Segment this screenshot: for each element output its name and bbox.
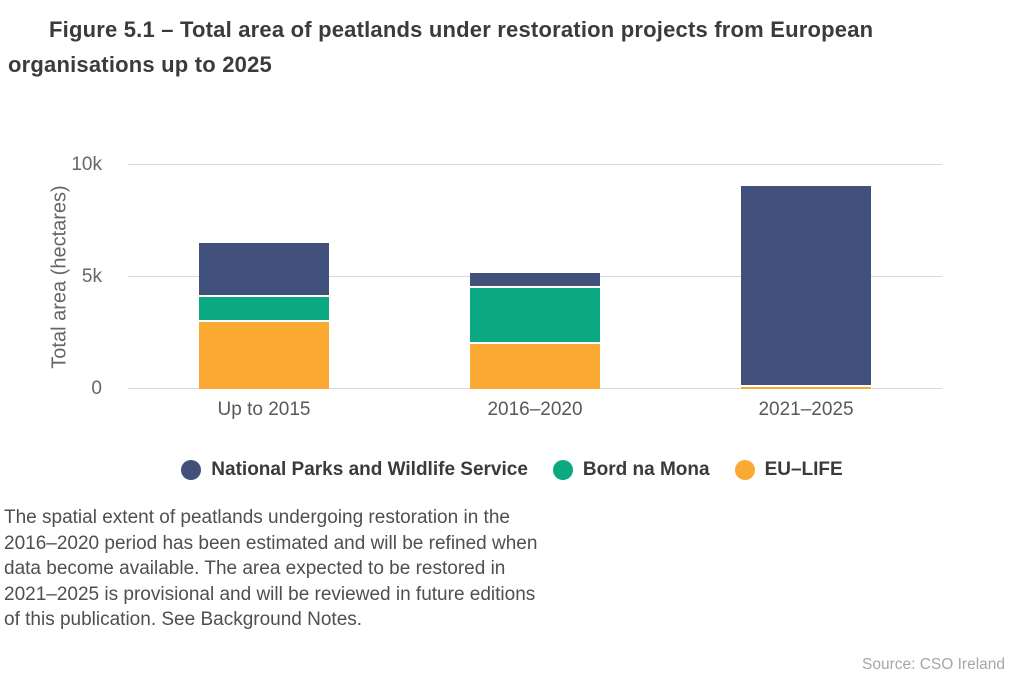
footnote-line-4: 2021–2025 is provisional and will be rev… <box>4 583 536 605</box>
bars-layer <box>128 165 942 389</box>
legend-label: Bord na Mona <box>582 459 710 480</box>
bar-segment-national-parks-and-wildlife-service-2021-2025[interactable] <box>741 186 872 385</box>
y-axis-ticks: 0 5k 10k <box>0 154 102 399</box>
plot-area <box>128 164 942 389</box>
figure-title-line-2: organisations up to 2025 <box>8 52 272 77</box>
bar-2021-2025 <box>741 165 872 389</box>
legend-marker-icon <box>734 460 755 480</box>
x-tick-label-up-to-2015: Up to 2015 <box>217 399 311 420</box>
legend-item-bord-na-mona[interactable]: Bord na Mona <box>552 459 710 481</box>
legend: National Parks and Wildlife Service Bord… <box>0 459 1024 481</box>
y-tick-label-5k: 5k <box>81 266 102 287</box>
bar-segment-eu-life-2021-2025[interactable] <box>741 384 872 389</box>
figure-title-line-1: Figure 5.1 – Total area of peatlands und… <box>49 17 874 42</box>
source-text: Source: CSO Ireland <box>861 656 1005 673</box>
bar-segment-eu-life-2016-2020[interactable] <box>470 341 600 389</box>
gridline-10k <box>128 164 942 165</box>
bar-up-to-2015 <box>198 165 329 389</box>
legend-item-national-parks-and-wildlife-service[interactable]: National Parks and Wildlife Service <box>181 459 528 481</box>
legend-marker-icon <box>552 460 573 480</box>
y-tick-label-10k: 10k <box>71 154 102 175</box>
bar-segment-national-parks-and-wildlife-service-2016-2020[interactable] <box>470 272 600 286</box>
footnote-line-3: data become available. The area expected… <box>4 558 506 579</box>
figure-title: Figure 5.1 – Total area of peatlands und… <box>8 12 873 82</box>
bar-segment-bord-na-mona-2016-2020[interactable] <box>470 285 600 342</box>
legend-marker-icon <box>181 460 202 480</box>
bar-segment-bord-na-mona-up-to-2015[interactable] <box>198 294 329 320</box>
bar-segment-eu-life-up-to-2015[interactable] <box>198 319 329 389</box>
footnote: The spatial extent of peatlands undergoi… <box>4 505 537 633</box>
footnote-line-1: The spatial extent of peatlands undergoi… <box>4 507 510 528</box>
bar-2016-2020 <box>470 165 600 389</box>
x-tick-label-2016-2020: 2016–2020 <box>487 399 583 420</box>
x-tick-label-2021-2025: 2021–2025 <box>758 399 854 420</box>
bar-segment-national-parks-and-wildlife-service-up-to-2015[interactable] <box>198 243 329 295</box>
footnote-line-2: 2016–2020 period has been estimated and … <box>4 532 538 554</box>
legend-item-eu-life[interactable]: EU–LIFE <box>734 459 843 481</box>
legend-label: National Parks and Wildlife Service <box>211 459 528 480</box>
footnote-line-5: of this publication. See Background Note… <box>4 609 363 630</box>
y-tick-label-0: 0 <box>91 378 102 399</box>
legend-label: EU–LIFE <box>764 459 843 480</box>
